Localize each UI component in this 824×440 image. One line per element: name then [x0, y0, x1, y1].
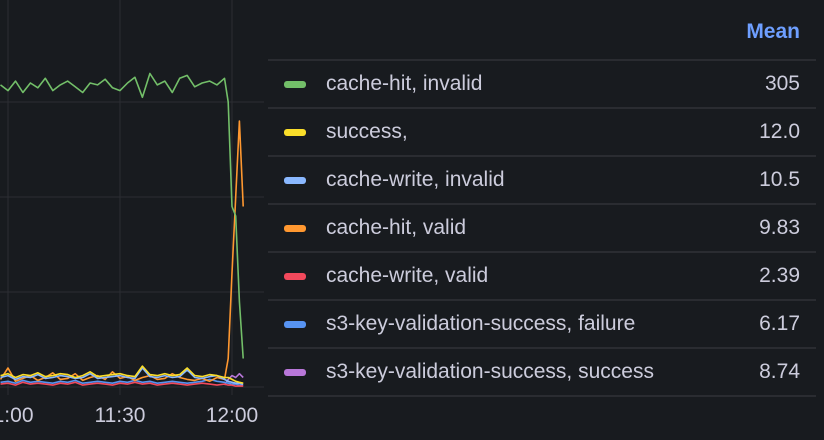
series-mean: 6.17: [759, 312, 800, 335]
series-color-swatch[interactable]: [284, 321, 306, 328]
series-mean: 305: [764, 72, 800, 95]
series-name[interactable]: cache-write, valid: [326, 264, 489, 287]
series-name[interactable]: cache-write, invalid: [326, 168, 505, 191]
x-tick-label: 11:30: [94, 404, 145, 427]
legend-row[interactable]: cache-write, valid 2.39: [268, 253, 816, 301]
series-name[interactable]: cache-hit, valid: [326, 216, 467, 239]
legend-row[interactable]: s3-key-validation-success, failure 6.17: [268, 301, 816, 349]
legend-row[interactable]: cache-hit, invalid 305: [268, 61, 816, 109]
series-line-cache-write-valid: [0, 381, 244, 387]
legend-row[interactable]: s3-key-validation-success, success 8.74: [268, 349, 816, 397]
series-name[interactable]: s3-key-validation-success, success: [326, 360, 654, 383]
series-color-swatch[interactable]: [284, 129, 306, 136]
series-line-s3-key-validation-success-failure: [0, 378, 244, 386]
x-tick-label: 12:00: [206, 404, 259, 427]
x-tick-label: 11:00: [0, 404, 34, 427]
series-line-success: [0, 365, 244, 384]
legend-row[interactable]: cache-write, invalid 10.5: [268, 157, 816, 205]
series-color-swatch[interactable]: [284, 177, 306, 184]
series-name[interactable]: cache-hit, invalid: [326, 72, 483, 95]
legend-header: Mean: [268, 0, 816, 61]
legend-row[interactable]: success, 12.0: [268, 109, 816, 157]
series-mean: 8.74: [759, 360, 800, 383]
series-color-swatch[interactable]: [284, 225, 306, 232]
series-mean: 2.39: [759, 264, 800, 287]
time-series-plot[interactable]: 11:00 11:30 12:00: [0, 0, 264, 440]
series-color-swatch[interactable]: [284, 273, 306, 280]
plot-svg: 11:00 11:30 12:00: [0, 0, 264, 427]
legend-table: Mean cache-hit, invalid 305 success, 12.…: [268, 0, 816, 397]
series-mean: 9.83: [759, 216, 800, 239]
series-name[interactable]: s3-key-validation-success, failure: [326, 312, 636, 335]
series-name[interactable]: success,: [326, 120, 408, 143]
series-mean: 12.0: [759, 120, 800, 143]
series-color-swatch[interactable]: [284, 81, 306, 88]
series-mean: 10.5: [759, 168, 800, 191]
legend-row[interactable]: cache-hit, valid 9.83: [268, 205, 816, 253]
mean-column-header[interactable]: Mean: [746, 20, 800, 43]
series-line-cache-hit-invalid: [0, 72, 244, 359]
series-line-cache-hit-valid: [0, 120, 244, 383]
series-color-swatch[interactable]: [284, 369, 306, 376]
